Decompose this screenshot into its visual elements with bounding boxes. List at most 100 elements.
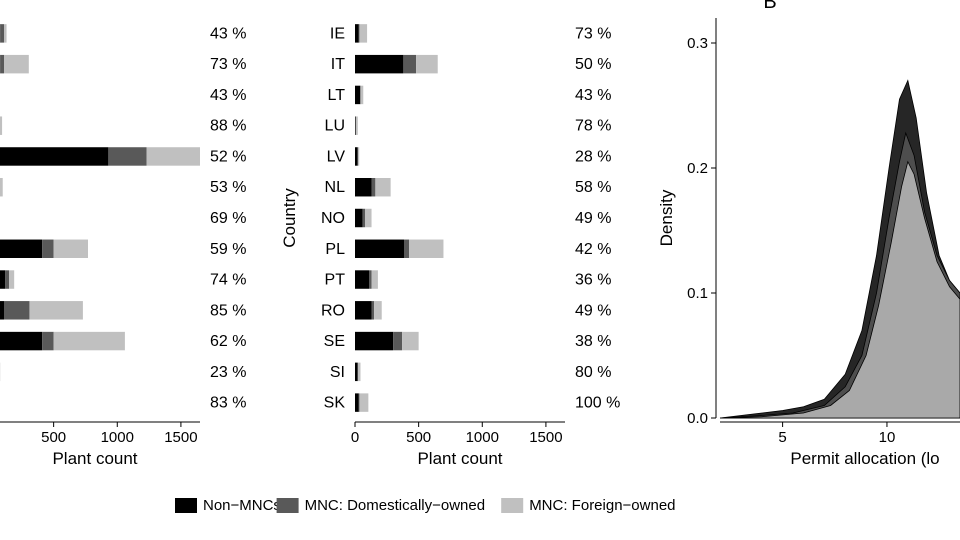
bar-segment	[355, 147, 358, 165]
bar-segment	[9, 270, 14, 288]
bar-segment	[4, 24, 7, 42]
bar-segment	[375, 178, 390, 196]
country-code: LT	[328, 87, 346, 104]
y-tick-label: 0.0	[687, 410, 708, 427]
legend-label: MNC: Domestically−owned	[305, 497, 485, 514]
legend-swatch	[277, 498, 299, 513]
bar-segment	[358, 147, 359, 165]
pct-label: 88 %	[210, 118, 246, 135]
bar-segment	[359, 24, 367, 42]
pct-label: 73 %	[210, 56, 246, 73]
bar-segment	[374, 301, 382, 319]
y-tick-label: 0.3	[687, 35, 708, 52]
country-code: RO	[321, 302, 345, 319]
x-tick-label: 500	[406, 429, 431, 446]
pct-label: 58 %	[575, 179, 611, 196]
bar-segment	[29, 301, 82, 319]
bar-segment	[359, 393, 360, 411]
pct-label: 83 %	[210, 395, 246, 412]
y-tick-label: 0.2	[687, 160, 708, 177]
country-code: LV	[327, 148, 346, 165]
x-tick-label: 1500	[164, 429, 197, 446]
pct-label: 69 %	[210, 210, 246, 227]
bar-segment	[416, 55, 438, 73]
bar-segment	[355, 270, 369, 288]
country-code: IE	[330, 25, 345, 42]
country-code: NO	[321, 210, 345, 227]
bar-segment	[0, 240, 42, 258]
x-tick-label: 500	[41, 429, 66, 446]
y-tick-label: 0.1	[687, 285, 708, 302]
bar-segment	[42, 240, 53, 258]
country-code: SI	[330, 364, 345, 381]
bar-segment	[0, 24, 4, 42]
bar-segment	[393, 332, 402, 350]
bar-segment	[355, 178, 372, 196]
pct-label: 43 %	[210, 87, 246, 104]
bar-segment	[369, 270, 372, 288]
pct-label: 49 %	[575, 302, 611, 319]
bar-segment	[4, 301, 29, 319]
bar-segment	[404, 240, 409, 258]
x-tick-label: 1000	[101, 429, 134, 446]
bar-segment	[372, 178, 376, 196]
pct-label: 74 %	[210, 272, 246, 289]
bar-segment	[365, 209, 371, 227]
pct-label: 80 %	[575, 364, 611, 381]
bar-segment	[355, 240, 404, 258]
bar-segment	[409, 240, 443, 258]
bar-segment	[0, 116, 2, 134]
country-code: SE	[324, 333, 345, 350]
country-code: LU	[325, 118, 345, 135]
bar-segment	[355, 209, 363, 227]
bar-segment	[372, 270, 378, 288]
bar-segment	[372, 301, 375, 319]
bar-segment	[147, 147, 200, 165]
bar-segment	[402, 332, 419, 350]
x-axis-label: Plant count	[52, 449, 137, 468]
legend-label: Non−MNCs	[203, 497, 281, 514]
pct-label: 42 %	[575, 241, 611, 258]
x-tick-label: 10	[879, 429, 896, 446]
pct-label: 38 %	[575, 333, 611, 350]
pct-label: 78 %	[575, 118, 611, 135]
country-code: IT	[331, 56, 345, 73]
pct-label: 73 %	[575, 25, 611, 42]
bar-segment	[0, 270, 5, 288]
pct-label: 53 %	[210, 179, 246, 196]
x-tick-label: 1500	[529, 429, 562, 446]
pct-label: 100 %	[575, 395, 620, 412]
bar-segment	[403, 55, 416, 73]
y-axis-label: Density	[657, 189, 676, 246]
bar-segment	[363, 209, 366, 227]
country-code: PL	[325, 241, 345, 258]
bar-segment	[359, 24, 360, 42]
bar-segment	[4, 55, 29, 73]
bar-segment	[0, 147, 108, 165]
x-tick-label: 0	[351, 429, 359, 446]
country-code: SK	[324, 395, 346, 412]
bar-segment	[358, 363, 361, 381]
bar-segment	[355, 86, 360, 104]
bar-segment	[355, 55, 403, 73]
bar-segment	[54, 332, 125, 350]
bar-segment	[359, 393, 368, 411]
bar-segment	[0, 178, 3, 196]
x-axis-label: Permit allocation (lo	[790, 449, 939, 468]
pct-label: 43 %	[575, 87, 611, 104]
legend-label: MNC: Foreign−owned	[529, 497, 675, 514]
pct-label: 23 %	[210, 364, 246, 381]
pct-label: 49 %	[575, 210, 611, 227]
bar-segment	[54, 240, 88, 258]
legend-swatch	[175, 498, 197, 513]
bar-segment	[108, 147, 146, 165]
country-code: NL	[325, 179, 346, 196]
bar-segment	[355, 116, 356, 134]
bar-segment	[361, 86, 364, 104]
bar-segment	[355, 393, 359, 411]
bar-segment	[5, 270, 9, 288]
pct-label: 36 %	[575, 272, 611, 289]
bar-segment	[0, 332, 42, 350]
bar-segment	[0, 301, 4, 319]
pct-label: 59 %	[210, 241, 246, 258]
